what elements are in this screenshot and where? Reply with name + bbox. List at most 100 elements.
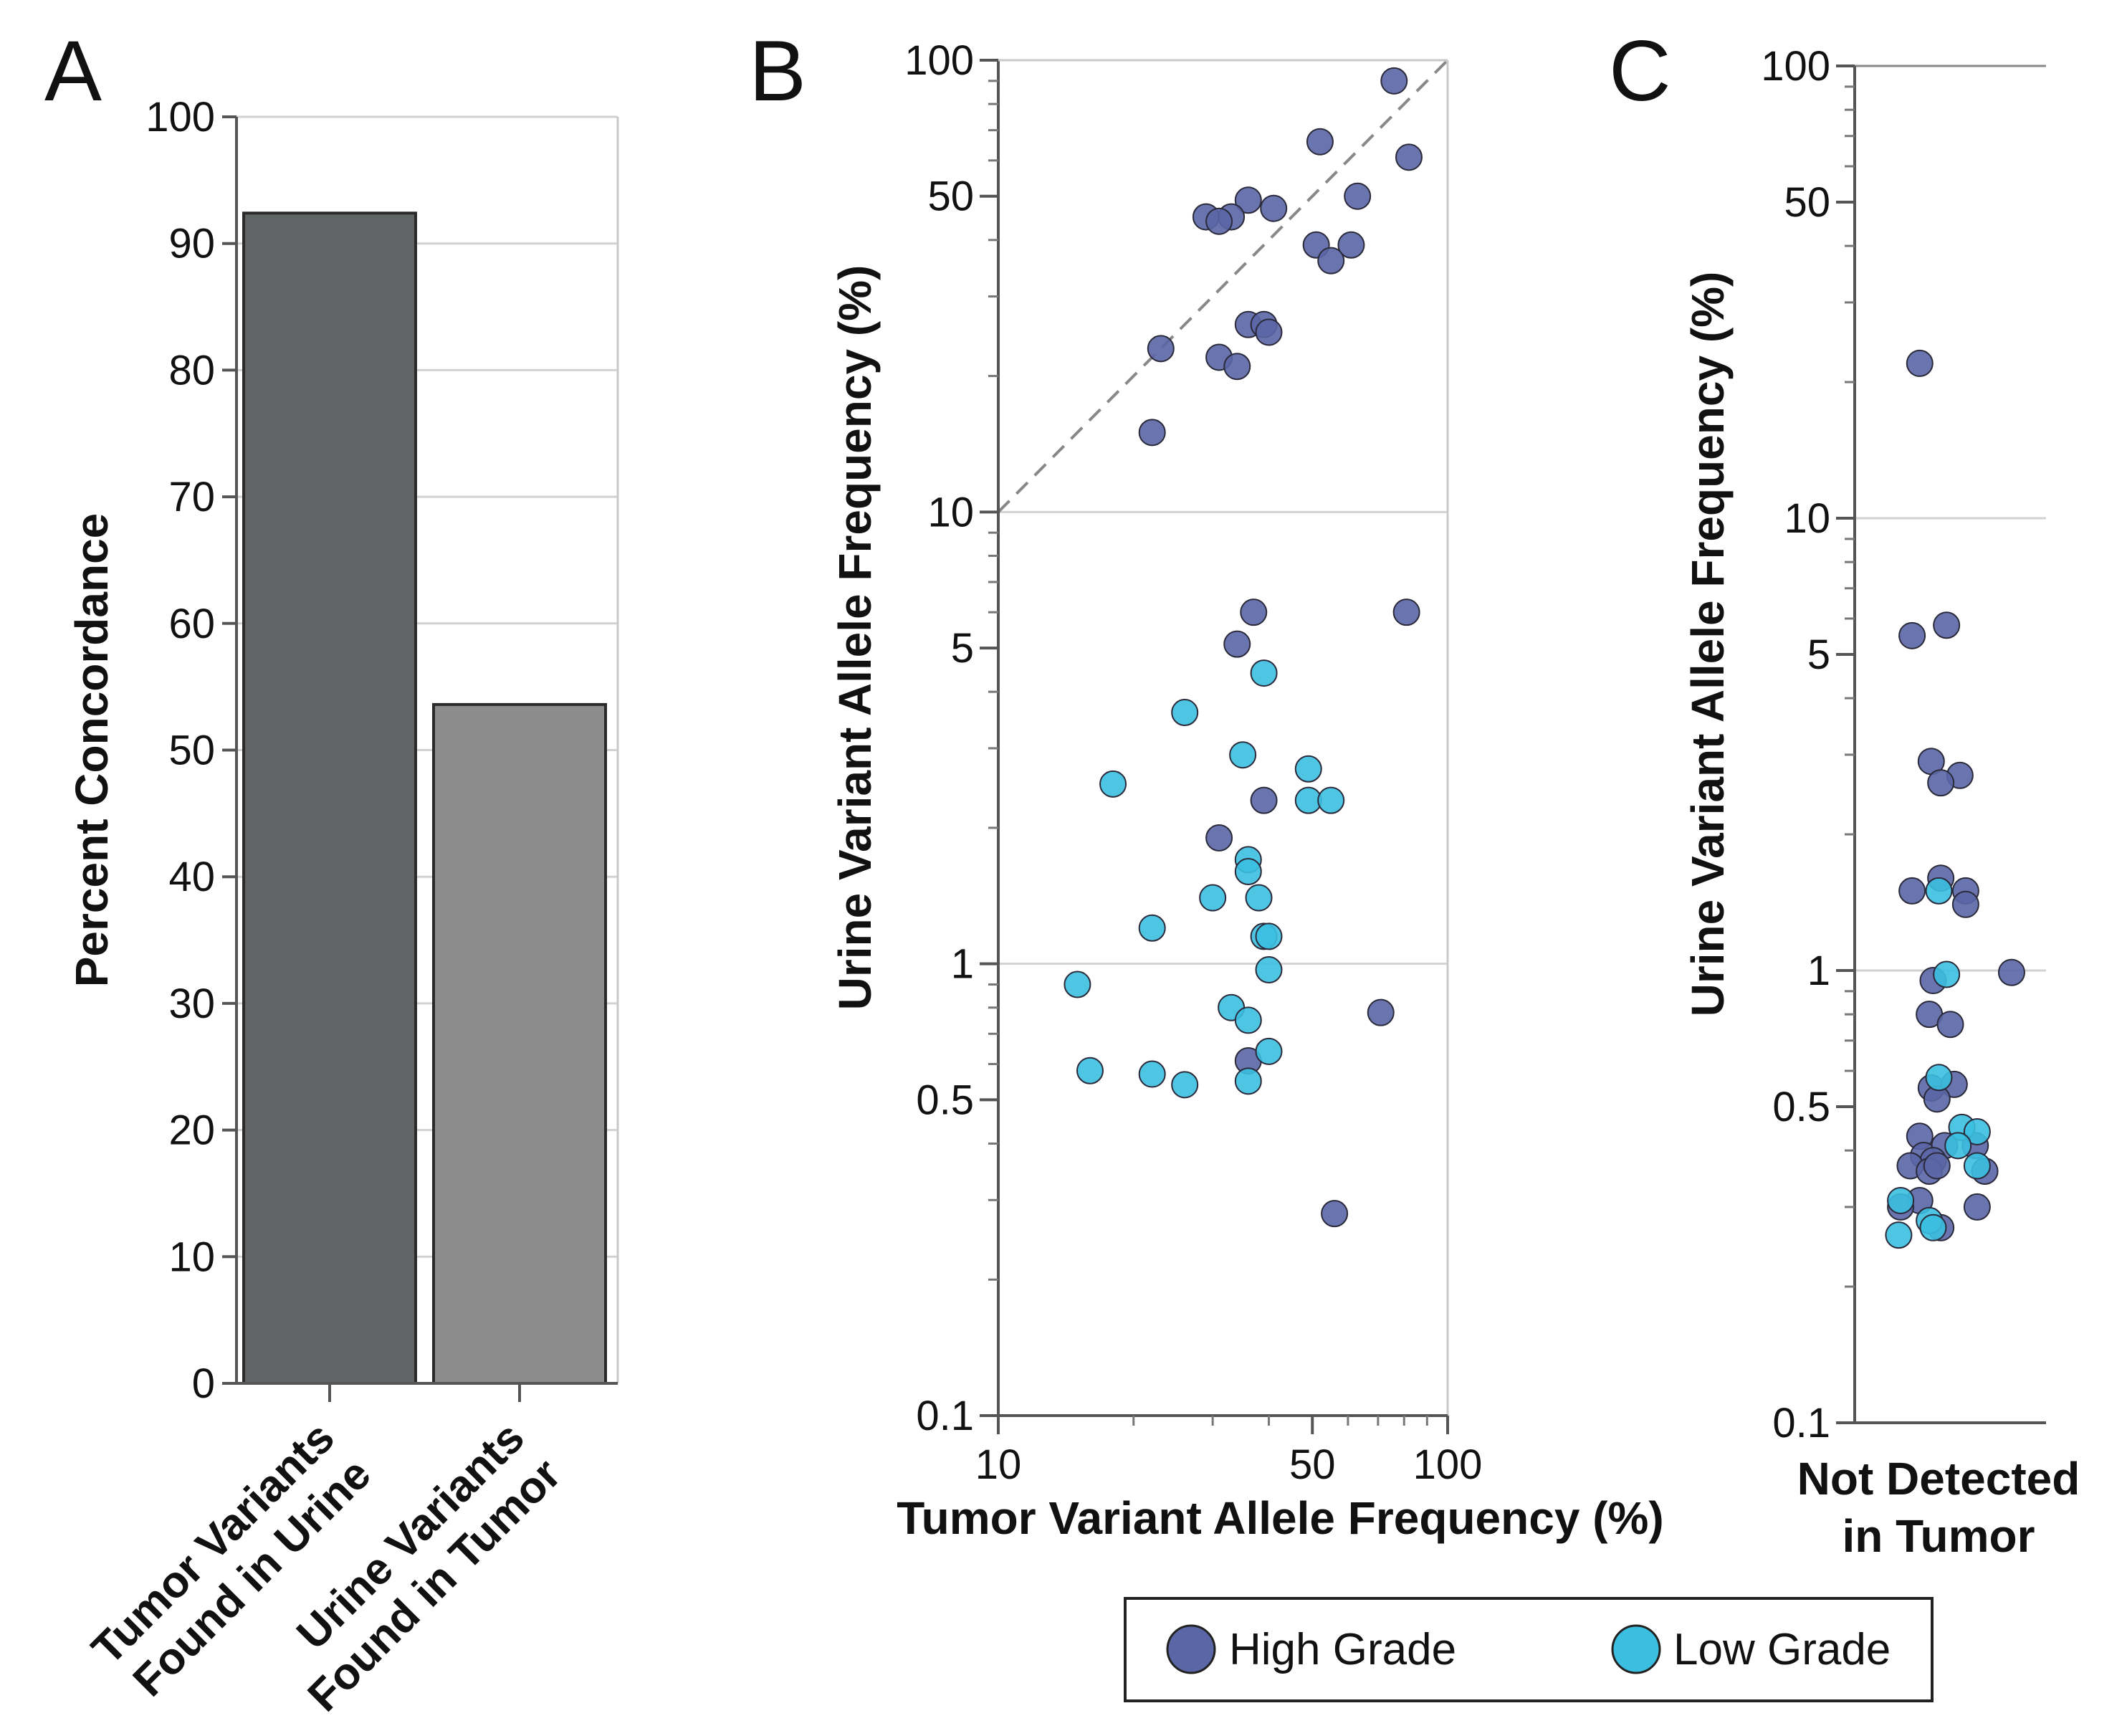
panel-b-point-low-grade bbox=[1229, 741, 1257, 769]
panel-a-y-tick-label-20: 20 bbox=[168, 1107, 215, 1154]
panel-b-point-high-grade bbox=[1344, 182, 1372, 210]
panel-b-point-high-grade bbox=[1250, 786, 1278, 814]
panel-b-point-low-grade bbox=[1138, 1060, 1166, 1088]
legend-label-low-grade: Low Grade bbox=[1673, 1625, 1891, 1674]
panel-c-y-tick-label-1: 1 bbox=[1807, 948, 1830, 994]
panel-b-point-high-grade bbox=[1306, 128, 1334, 156]
panel-letter-c: C bbox=[1609, 23, 1671, 119]
panel-c-y-tick-label-50: 50 bbox=[1784, 179, 1830, 226]
panel-b-point-low-grade bbox=[1171, 1071, 1199, 1099]
panel-b-point-high-grade bbox=[1205, 824, 1233, 852]
panel-b-point-high-grade bbox=[1260, 194, 1288, 222]
panel-c-points bbox=[1885, 349, 2025, 1249]
legend: High Grade Low Grade bbox=[1124, 1597, 1934, 1702]
panel-c-y-tick-label-0-5: 0.5 bbox=[1772, 1084, 1830, 1130]
panel-b-point-low-grade bbox=[1076, 1057, 1104, 1084]
panel-a: 0 10 20 30 40 50 60 70 80 90 100 Tumor VariantsFou… bbox=[66, 94, 619, 1721]
panel-c-y-tick-label-0-1: 0.1 bbox=[1772, 1400, 1830, 1446]
panel-a-y-tick-label-70: 70 bbox=[168, 474, 215, 520]
panel-c-point-high-grade bbox=[1933, 611, 1961, 639]
panel-b-point-low-grade bbox=[1317, 786, 1345, 814]
panel-c-category-label-line-2: in Tumor bbox=[1843, 1510, 2035, 1562]
panel-c-point-low-grade bbox=[1885, 1221, 1913, 1249]
panel-b-axes bbox=[997, 59, 1449, 1417]
panel-c-point-high-grade bbox=[1923, 1152, 1951, 1180]
panel-letter-b: B bbox=[749, 23, 806, 119]
panel-a-bar-2 bbox=[432, 702, 607, 1385]
panel-b-point-low-grade bbox=[1099, 770, 1127, 798]
panel-b-points bbox=[1064, 67, 1423, 1228]
panel-letter-a: A bbox=[44, 23, 102, 119]
panel-b-point-high-grade bbox=[1395, 143, 1423, 171]
panel-b-point-low-grade bbox=[1138, 914, 1166, 942]
panel-c-category-label-line-1: Not Detected bbox=[1797, 1453, 2080, 1504]
panel-c-y-axis-title: Urine Variant Allele Frequency (%) bbox=[1682, 272, 1734, 1017]
panel-b-y-axis-title: Urine Variant Allele Frequency (%) bbox=[829, 265, 881, 1011]
panel-b-point-high-grade bbox=[1223, 353, 1251, 381]
panel-b-x-tick-label-50: 50 bbox=[1289, 1441, 1336, 1488]
panel-a-bars bbox=[242, 211, 607, 1385]
legend-label-high-grade: High Grade bbox=[1229, 1625, 1456, 1674]
panel-a-y-tick-label-40: 40 bbox=[168, 854, 215, 900]
panel-c-point-high-grade bbox=[1951, 890, 1979, 918]
panel-b-point-high-grade bbox=[1234, 186, 1262, 214]
panel-b-x-tick-label-100: 100 bbox=[1413, 1441, 1483, 1488]
panel-b-point-high-grade bbox=[1321, 1200, 1349, 1228]
panel-b-point-high-grade bbox=[1317, 247, 1345, 275]
panel-b-gridlines bbox=[998, 510, 1448, 965]
panel-c-point-high-grade bbox=[1906, 349, 1934, 377]
panel-b-y-tick-label-50: 50 bbox=[927, 173, 974, 220]
panel-c-y-tick-label-10: 10 bbox=[1784, 495, 1830, 542]
panel-b-point-low-grade bbox=[1064, 970, 1091, 998]
legend-box bbox=[1124, 1597, 1934, 1702]
panel-b-x-tick-label-10: 10 bbox=[975, 1441, 1022, 1488]
panel-b-y-tick-label-5: 5 bbox=[951, 625, 974, 672]
panel-b-point-low-grade bbox=[1171, 699, 1199, 727]
legend-marker-low-grade bbox=[1611, 1624, 1661, 1674]
panel-c-point-high-grade bbox=[1927, 769, 1955, 797]
panel-b-point-high-grade bbox=[1240, 598, 1268, 626]
panel-a-y-tick-label-90: 90 bbox=[168, 221, 215, 267]
panel-b-point-low-grade bbox=[1245, 884, 1273, 912]
panel-c-gridlines bbox=[1855, 65, 2046, 972]
panel-c-y-tick-label-5: 5 bbox=[1807, 631, 1830, 678]
panel-b-point-low-grade bbox=[1234, 1006, 1262, 1034]
panel-b-point-high-grade bbox=[1380, 67, 1408, 95]
panel-b-point-high-grade bbox=[1223, 630, 1251, 658]
panel-b-point-low-grade bbox=[1234, 1067, 1262, 1095]
panel-b-point-low-grade bbox=[1234, 858, 1262, 886]
panel-b-point-high-grade bbox=[1138, 419, 1166, 447]
panel-b-point-low-grade bbox=[1255, 922, 1283, 950]
panel-b-point-low-grade bbox=[1255, 956, 1283, 984]
panel-b-point-low-grade bbox=[1250, 659, 1278, 687]
panel-a-y-tick-label-80: 80 bbox=[168, 347, 215, 394]
panel-a-y-tick-label-60: 60 bbox=[168, 601, 215, 647]
panel-a-y-tick-label-50: 50 bbox=[168, 728, 215, 774]
panel-a-bar-1 bbox=[242, 211, 417, 1385]
panel-b-point-low-grade bbox=[1294, 755, 1322, 783]
panel-b-point-high-grade bbox=[1392, 598, 1420, 626]
panel-c-point-low-grade bbox=[1933, 960, 1961, 988]
panel-c-point-high-grade bbox=[1898, 621, 1926, 649]
panel-b: 0.1 0.5 1 5 10 50 100 10 50 100 Urine Variant Al… bbox=[829, 37, 1664, 1544]
panel-b-point-high-grade bbox=[1367, 998, 1395, 1026]
panel-a-y-tick-label-0: 0 bbox=[192, 1360, 215, 1407]
panel-b-x-axis-title: Tumor Variant Allele Frequency (%) bbox=[897, 1492, 1663, 1544]
panel-a-y-tick-label-100: 100 bbox=[145, 94, 215, 140]
panel-c-point-low-grade bbox=[1919, 1213, 1947, 1241]
panel-b-point-high-grade bbox=[1147, 335, 1175, 363]
panel-b-identity-line bbox=[997, 59, 1449, 513]
panel-b-y-tick-label-0-1: 0.1 bbox=[916, 1393, 974, 1439]
panel-c-point-low-grade bbox=[1963, 1152, 1991, 1180]
panel-c-point-high-grade bbox=[1997, 958, 2025, 986]
panel-b-point-low-grade bbox=[1199, 884, 1227, 912]
panel-b-y-tick-label-10: 10 bbox=[927, 489, 974, 535]
panel-c-y-ticks: 0.1 0.5 1 5 10 50 100 bbox=[1761, 43, 1855, 1446]
panel-a-y-ticks: 0 10 20 30 40 50 60 70 80 90 100 bbox=[145, 94, 236, 1407]
panel-b-y-tick-label-1: 1 bbox=[951, 941, 974, 988]
panel-c-y-tick-label-100: 100 bbox=[1761, 43, 1830, 90]
legend-marker-high-grade bbox=[1166, 1624, 1216, 1674]
panel-b-x-ticks: 10 50 100 bbox=[975, 1416, 1483, 1488]
